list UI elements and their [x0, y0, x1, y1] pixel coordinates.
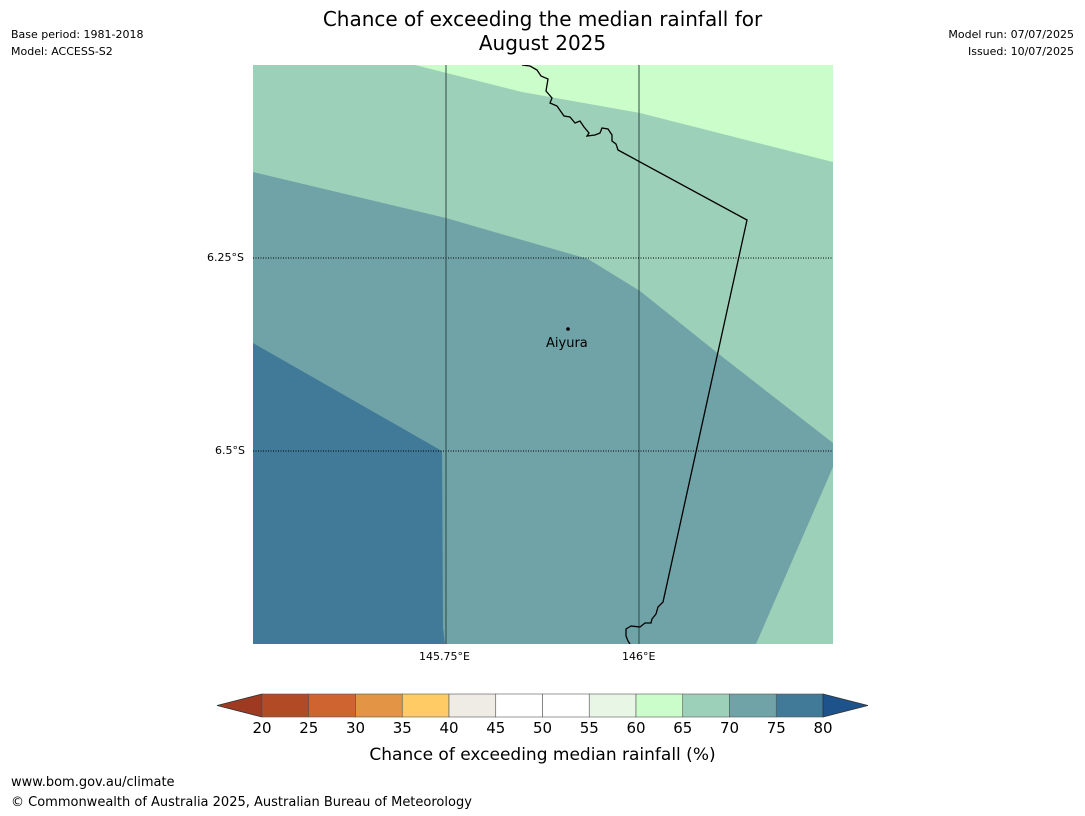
colorbar-tick-label: 50	[532, 719, 553, 737]
border-line	[521, 65, 748, 644]
colorbar-segment	[682, 693, 730, 718]
colorbar-tick-label: 25	[299, 719, 319, 737]
colorbar-low-extension	[216, 693, 263, 718]
lon-tick-146: 146°E	[622, 650, 656, 663]
band-55-60	[415, 65, 833, 162]
lat-tick-6-5: 6.5°S	[215, 444, 245, 457]
colorbar-tick-label: 20	[252, 719, 272, 737]
colorbar-segment	[729, 693, 777, 718]
colorbar-segment	[542, 693, 590, 718]
title-line-1: Chance of exceeding the median rainfall …	[322, 7, 763, 31]
colorbar-tick-label: 40	[439, 719, 459, 737]
map-title: Chance of exceeding the median rainfall …	[0, 7, 1085, 55]
meta-left: Base period: 1981-2018 Model: ACCESS-S2	[11, 26, 143, 60]
band-75-80	[253, 343, 445, 644]
colorbar-tick-label: 60	[626, 719, 646, 737]
colorbar-segments	[261, 693, 824, 718]
lat-tick-6-25: 6.25°S	[207, 251, 244, 264]
colorbar-segment	[261, 693, 310, 718]
colorbar-segment	[495, 693, 543, 718]
colorbar-tick-label: 45	[486, 719, 506, 737]
colorbar-segment	[308, 693, 356, 718]
footer-url: www.bom.gov.au/climate	[11, 775, 175, 790]
colorbar-title: Chance of exceeding median rainfall (%)	[369, 745, 716, 765]
lon-tick-145-75: 145.75°E	[419, 650, 470, 663]
place-label-aiyura: Aiyura	[546, 336, 588, 351]
colorbar-segment	[355, 693, 403, 718]
colorbar-segment	[448, 693, 497, 718]
footer-copyright: © Commonwealth of Australia 2025, Austra…	[11, 795, 472, 810]
meta-right: Model run: 07/07/2025 Issued: 10/07/2025	[948, 26, 1074, 60]
aiyura-marker	[566, 327, 570, 331]
model-text: Model: ACCESS-S2	[11, 45, 113, 58]
colorbar-segment	[635, 693, 684, 718]
colorbar-tick-label: 80	[813, 719, 833, 737]
colorbar-tick-label: 70	[719, 719, 740, 737]
base-period-text: Base period: 1981-2018	[11, 28, 144, 41]
colorbar-tick-label: 55	[579, 719, 599, 737]
colorbar-high-extension	[822, 693, 869, 718]
colorbar-tick-label: 75	[766, 719, 786, 737]
colorbar-tick-label: 65	[673, 719, 693, 737]
model-run-text: Model run: 07/07/2025	[948, 28, 1074, 41]
title-line-2: August 2025	[478, 31, 607, 55]
colorbar-segment	[588, 693, 637, 718]
colorbar-tick-label: 30	[345, 719, 366, 737]
colorbar-segment	[775, 693, 824, 718]
colorbar-tick-label: 35	[392, 719, 412, 737]
colorbar-segment	[401, 693, 450, 718]
issued-text: Issued: 10/07/2025	[967, 45, 1074, 58]
